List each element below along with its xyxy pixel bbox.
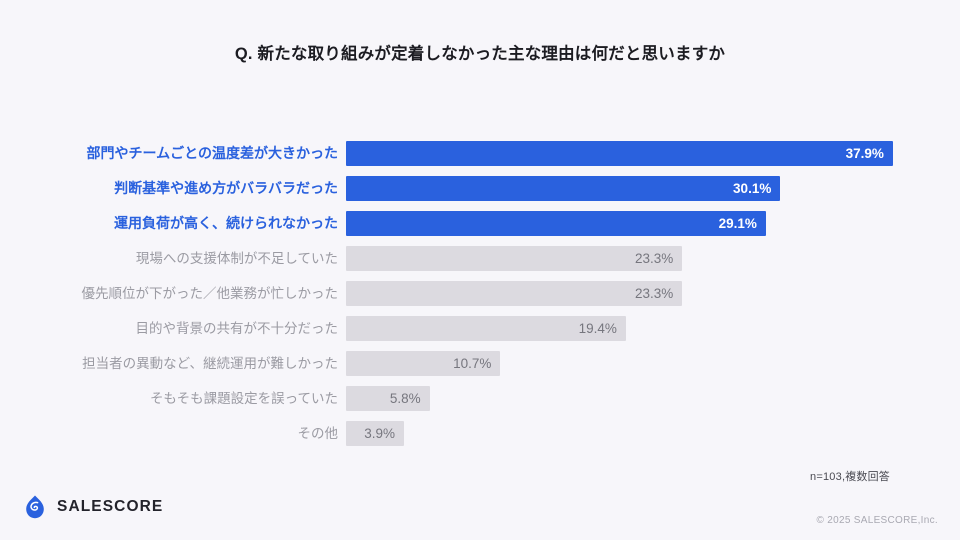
bar: 37.9% xyxy=(346,141,893,166)
brand-logo: SALESCORE xyxy=(22,494,163,520)
bar-chart: 部門やチームごとの温度差が大きかった 37.9% 判断基準や進め方がバラバラだった 3… xyxy=(0,141,960,456)
category-label: 部門やチームごとの温度差が大きかった xyxy=(86,145,338,161)
salescore-flame-icon xyxy=(22,494,48,520)
page-title: Q. 新たな取り組みが定着しなかった主な理由は何だと思いますか xyxy=(234,45,726,63)
bar-value-label: 23.3% xyxy=(634,251,674,266)
bar: 5.8% xyxy=(346,386,430,411)
bar-track: 5.8% xyxy=(346,386,430,411)
copyright-text: © 2025 SALESCORE,Inc. xyxy=(816,515,938,526)
bar: 23.3% xyxy=(346,281,683,306)
bar-value-label: 23.3% xyxy=(634,286,674,301)
category-label: 判断基準や進め方がバラバラだった xyxy=(114,180,338,196)
category-label: そもそも課題設定を誤っていた xyxy=(149,391,338,406)
chart-row: 担当者の異動など、継続運用が難しかった 10.7% xyxy=(0,351,960,376)
bar-track: 30.1% xyxy=(346,176,781,201)
bar: 30.1% xyxy=(346,176,781,201)
category-label: 優先順位が下がった／他業務が忙しかった xyxy=(81,286,339,301)
chart-row: そもそも課題設定を誤っていた 5.8% xyxy=(0,386,960,411)
bar-track: 37.9% xyxy=(346,141,893,166)
bar-value-label: 30.1% xyxy=(733,181,772,196)
bar-value-label: 3.9% xyxy=(364,426,395,441)
bar-track: 3.9% xyxy=(346,421,404,446)
chart-row: 現場への支援体制が不足していた 23.3% xyxy=(0,246,960,271)
bar-track: 10.7% xyxy=(346,351,501,376)
category-label: 運用負荷が高く、続けられなかった xyxy=(114,215,338,231)
chart-row: その他 3.9% xyxy=(0,421,960,446)
bar: 29.1% xyxy=(346,211,766,236)
bar-value-label: 19.4% xyxy=(578,321,617,336)
chart-row: 部門やチームごとの温度差が大きかった 37.9% xyxy=(0,141,960,166)
bar: 19.4% xyxy=(346,316,626,341)
bar: 3.9% xyxy=(346,421,404,446)
bar-track: 19.4% xyxy=(346,316,626,341)
bar-value-label: 10.7% xyxy=(453,356,492,371)
bar: 23.3% xyxy=(346,246,683,271)
category-label: 現場への支援体制が不足していた xyxy=(135,251,338,266)
sample-size-note: n=103,複数回答 xyxy=(810,471,890,483)
category-label: その他 xyxy=(297,426,339,441)
category-label: 担当者の異動など、継続運用が難しかった xyxy=(82,356,338,371)
category-label: 目的や背景の共有が不十分だった xyxy=(135,321,339,336)
bar: 10.7% xyxy=(346,351,501,376)
bar-track: 23.3% xyxy=(346,246,683,271)
chart-row: 優先順位が下がった／他業務が忙しかった 23.3% xyxy=(0,281,960,306)
bar-track: 23.3% xyxy=(346,281,683,306)
bar-track: 29.1% xyxy=(346,211,766,236)
brand-name: SALESCORE xyxy=(57,498,164,515)
bar-value-label: 37.9% xyxy=(845,146,884,161)
chart-row: 判断基準や進め方がバラバラだった 30.1% xyxy=(0,176,960,201)
bar-value-label: 29.1% xyxy=(718,216,757,231)
chart-row: 目的や背景の共有が不十分だった 19.4% xyxy=(0,316,960,341)
chart-row: 運用負荷が高く、続けられなかった 29.1% xyxy=(0,211,960,236)
bar-value-label: 5.8% xyxy=(389,391,421,406)
